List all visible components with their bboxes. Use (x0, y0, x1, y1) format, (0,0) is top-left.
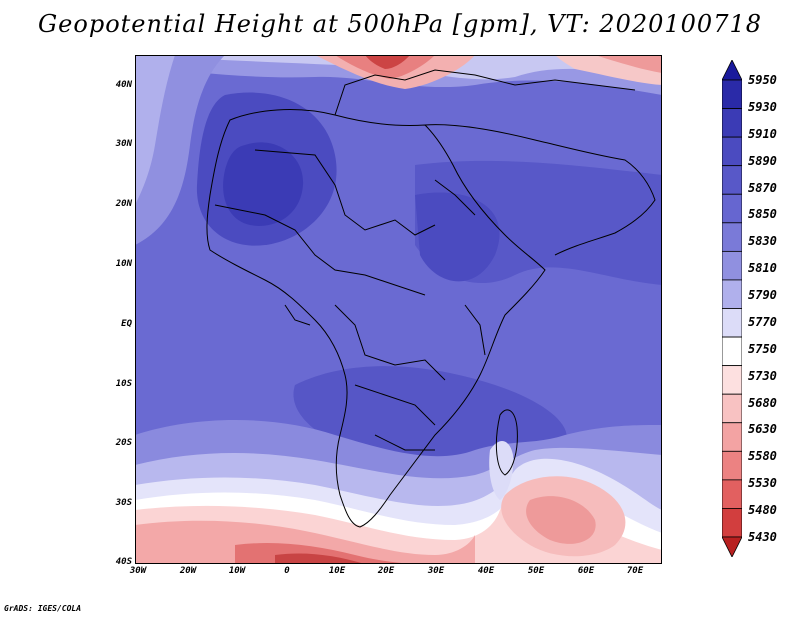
colorbar-label: 5770 (748, 314, 777, 329)
lon-label-10e: 10E (328, 566, 346, 576)
lat-label-40s: 40S (115, 557, 132, 567)
colorbar-label: 5830 (748, 234, 777, 249)
colorbar-label: 5890 (748, 153, 777, 168)
lon-label-60e: 60E (577, 566, 595, 576)
lon-label-40e: 40E (477, 566, 495, 576)
colorbar-bottom-triangle (722, 536, 742, 557)
colorbar-cell (722, 336, 742, 367)
colorbar-label: 5810 (748, 261, 777, 276)
colorbar-cell (722, 136, 742, 167)
colorbar-label: 5750 (748, 341, 777, 356)
lon-label-0: 0 (284, 566, 290, 576)
colorbar-cell (722, 365, 742, 395)
colorbar-label: 5630 (748, 422, 777, 437)
colorbar-cell (722, 279, 742, 309)
lat-label-10n: 10N (115, 259, 132, 269)
colorbar-label: 5950 (748, 73, 777, 87)
map-plot (135, 55, 662, 564)
lon-label-20w: 20W (179, 566, 197, 576)
colorbar-cell (722, 165, 742, 195)
colorbar-cell (722, 250, 742, 281)
lon-label-20e: 20E (377, 566, 395, 576)
colorbar-label: 5730 (748, 368, 777, 383)
lat-label-20n: 20N (115, 199, 132, 209)
lat-label-20s: 20S (115, 438, 132, 448)
colorbar-cell (722, 450, 742, 481)
colorbar-label: 5850 (748, 207, 777, 222)
lat-label-40n: 40N (115, 80, 132, 90)
geopotential-map (135, 55, 662, 564)
colorbar (722, 60, 742, 557)
colorbar-cell (722, 193, 742, 224)
colorbar-cell (722, 222, 742, 252)
colorbar-cell (722, 308, 742, 338)
colorbar-label: 5580 (748, 449, 777, 464)
colorbar-cell (722, 422, 742, 452)
colorbar-cell (722, 479, 742, 509)
colorbar-cell (722, 508, 742, 538)
lat-label-eq: EQ (121, 319, 132, 329)
grads-credit: GrADS: IGES/COLA (4, 604, 82, 613)
colorbar-cell (722, 108, 742, 138)
lon-label-50e: 50E (527, 566, 545, 576)
colorbar-label: 5680 (748, 395, 777, 410)
colorbar-label: 5910 (748, 126, 777, 141)
colorbar-label: 5480 (748, 503, 777, 518)
colorbar-cell (722, 393, 742, 424)
lat-label-10s: 10S (115, 379, 132, 389)
colorbar-cell (722, 79, 742, 109)
colorbar-label: 5530 (748, 476, 777, 491)
colorbar-top-triangle (722, 60, 742, 81)
colorbar-label: 5930 (748, 99, 777, 114)
colorbar-label: 5870 (748, 180, 777, 195)
map-title: Geopotential Height at 500hPa [gpm], VT:… (38, 10, 762, 38)
colorbar-label: 5790 (748, 288, 777, 303)
lat-label-30s: 30S (115, 498, 132, 508)
lon-label-30w: 30W (129, 566, 147, 576)
lon-label-30e: 30E (427, 566, 445, 576)
lon-label-70e: 70E (626, 566, 644, 576)
lat-label-30n: 30N (115, 139, 132, 149)
colorbar-label: 5430 (748, 530, 777, 544)
lon-label-10w: 10W (228, 566, 246, 576)
